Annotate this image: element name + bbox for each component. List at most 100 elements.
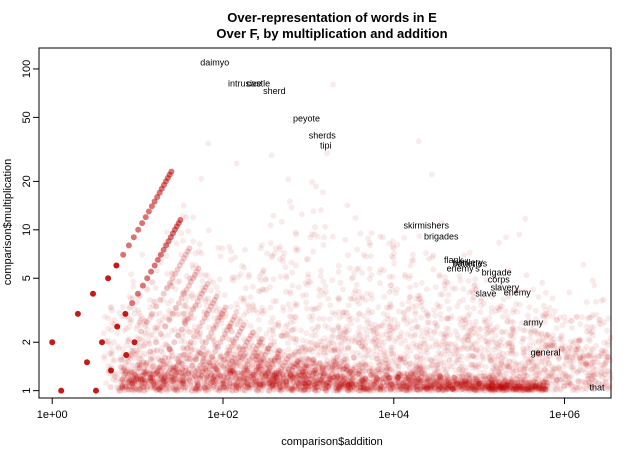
word-label: that	[589, 383, 605, 393]
scatter-point	[553, 325, 560, 332]
scatter-point	[459, 324, 466, 331]
scatter-point	[529, 359, 536, 366]
scatter-point	[101, 353, 108, 359]
scatter-point	[577, 349, 584, 356]
word-label: peyote	[293, 114, 320, 124]
scatter-point	[171, 326, 178, 333]
scatter-point	[223, 374, 230, 381]
scatter-point	[553, 377, 560, 384]
scatter-point	[498, 328, 505, 335]
scatter-point	[477, 379, 484, 386]
scatter-point	[305, 386, 312, 393]
scatter-point	[339, 363, 346, 370]
scatter-point	[227, 369, 234, 376]
scatter-point	[586, 383, 593, 390]
scatter-point	[513, 360, 520, 367]
scatter-point	[360, 312, 367, 319]
scatter-point	[453, 358, 460, 365]
scatter-point	[378, 366, 385, 372]
scatter-point	[401, 382, 408, 389]
scatter-point	[451, 374, 458, 381]
scatter-point	[343, 323, 350, 330]
scatter-point	[127, 319, 134, 326]
scatter-point	[335, 309, 341, 316]
scatter-point	[415, 364, 422, 371]
scatter-point	[475, 378, 482, 385]
scatter-point	[189, 290, 196, 297]
scatter-point	[320, 364, 327, 371]
scatter-point	[533, 371, 540, 378]
scatter-point	[569, 341, 576, 348]
scatter-point	[357, 384, 364, 391]
scatter-point	[259, 242, 265, 248]
scatter-point	[521, 364, 528, 371]
scatter-point	[202, 296, 209, 303]
scatter-point	[207, 359, 214, 365]
scatter-point	[587, 382, 594, 389]
scatter-point	[576, 367, 583, 374]
scatter-point	[230, 341, 237, 348]
scatter-point	[584, 376, 591, 382]
scatter-point	[312, 359, 319, 366]
scatter-point	[166, 317, 173, 323]
scatter-point	[576, 336, 583, 343]
scatter-point	[494, 304, 501, 311]
scatter-point	[174, 311, 180, 318]
scatter-point	[194, 379, 200, 386]
scatter-point	[472, 286, 479, 293]
scatter-point	[451, 351, 458, 358]
scatter-point	[517, 366, 524, 373]
scatter-point	[510, 368, 516, 375]
scatter-point	[197, 289, 204, 296]
scatter-point	[156, 310, 163, 317]
scatter-point	[244, 301, 251, 308]
scatter-point	[590, 324, 597, 331]
scatter-point	[261, 343, 268, 350]
scatter-point	[129, 347, 136, 354]
scatter-point	[336, 295, 343, 302]
scatter-point	[437, 341, 444, 348]
scatter-point	[413, 324, 420, 331]
y-tick-label: 20	[21, 175, 33, 187]
scatter-point	[488, 357, 495, 364]
scatter-point	[156, 364, 163, 371]
scatter-point	[359, 295, 366, 302]
scatter-point	[528, 383, 535, 390]
scatter-point	[490, 361, 497, 368]
scatter-point	[382, 360, 389, 367]
scatter-point	[390, 358, 396, 365]
scatter-point	[349, 337, 356, 344]
scatter-point	[288, 259, 295, 266]
scatter-point	[459, 345, 465, 352]
word-label: sherds	[309, 130, 337, 140]
scatter-point	[387, 386, 394, 393]
scatter-point	[237, 373, 244, 380]
scatter-point	[386, 366, 393, 373]
scatter-point	[269, 254, 276, 260]
scatter-point	[567, 338, 574, 345]
scatter-point	[369, 337, 375, 344]
scatter-point	[424, 311, 431, 318]
scatter-point	[543, 376, 549, 383]
scatter-point	[507, 332, 514, 339]
scatter-point	[198, 372, 205, 379]
scatter-point	[233, 309, 239, 316]
scatter-point	[573, 346, 580, 353]
scatter-point	[319, 189, 326, 196]
scatter-point	[506, 358, 513, 365]
scatter-point	[304, 368, 311, 375]
scatter-point	[423, 378, 430, 385]
scatter-point	[604, 338, 611, 345]
scatter-point	[243, 353, 250, 360]
scatter-point	[192, 303, 199, 310]
scatter-point	[271, 250, 278, 257]
scatter-point	[93, 387, 99, 394]
scatter-point	[278, 364, 285, 371]
scatter-point	[184, 293, 191, 300]
scatter-point	[582, 360, 589, 367]
scatter-point	[456, 365, 463, 372]
scatter-point	[234, 370, 241, 377]
scatter-point	[303, 292, 310, 298]
scatter-point	[545, 360, 552, 367]
scatter-point	[342, 352, 349, 359]
